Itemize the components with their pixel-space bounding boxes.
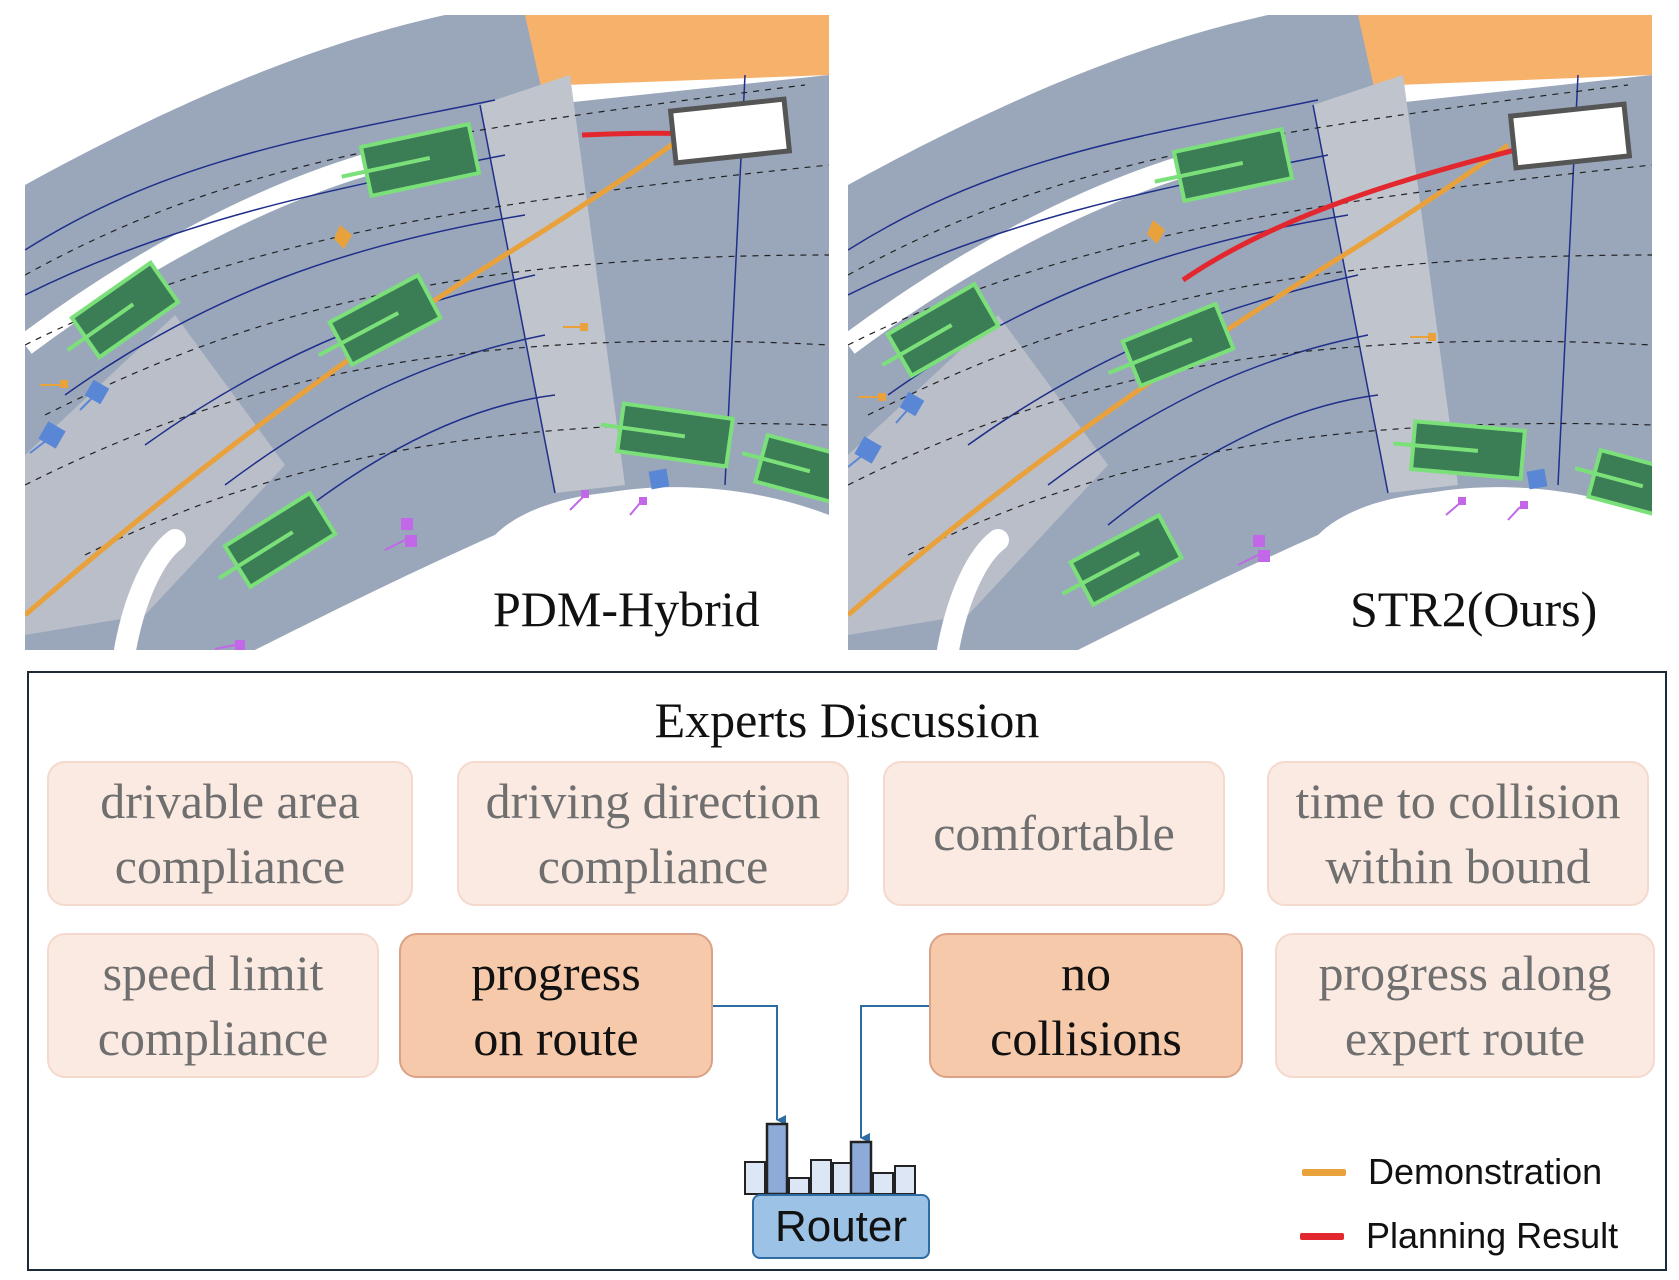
- expert-no-collisions: no collisions: [929, 933, 1243, 1078]
- crosswalk-area: [1313, 75, 1458, 493]
- scene-panel-str2: STR2(Ours): [848, 15, 1652, 650]
- expert-comfortable: comfortable: [883, 761, 1225, 906]
- offroad-area: [525, 15, 829, 115]
- legend-planning-result-swatch: [1300, 1232, 1344, 1240]
- router-box: Router: [752, 1194, 930, 1259]
- pedestrians-and-objects: [848, 220, 1548, 566]
- planning-result-path: [1181, 134, 1569, 283]
- experts-discussion-box: Experts Discussion drivable area complia…: [27, 671, 1667, 1271]
- legend-demonstration-label: Demonstration: [1368, 1151, 1603, 1192]
- arrow-collisions-to-router: [860, 1005, 929, 1143]
- legend-planning-result-label: Planning Result: [1366, 1215, 1619, 1256]
- expert-driving-direction-compliance: driving direction compliance: [457, 761, 849, 906]
- pedestrians-and-objects: [29, 225, 670, 650]
- offroad-area: [1358, 15, 1652, 115]
- expert-progress-along-expert-route: progress along expert route: [1275, 933, 1655, 1078]
- scene-panel-pdm-hybrid: PDM-Hybrid: [25, 15, 829, 650]
- arrow-progress-to-router: [713, 1005, 786, 1125]
- expert-speed-limit-compliance: speed limit compliance: [47, 933, 379, 1078]
- expert-progress-on-route: progress on route: [399, 933, 713, 1078]
- scene-map: [25, 15, 829, 650]
- discussion-title: Experts Discussion: [654, 692, 1040, 748]
- demonstration-path: [848, 142, 1510, 617]
- legend-planning-result: Planning Result: [1300, 1215, 1618, 1257]
- router-connectors: [713, 1005, 929, 1196]
- legend-demonstration: Demonstration: [1302, 1151, 1602, 1193]
- router-histogram-icon: [744, 1122, 916, 1196]
- vehicles: [66, 121, 829, 590]
- expert-time-to-collision-within-bound: time to collision within bound: [1267, 761, 1649, 906]
- vehicles: [881, 126, 1652, 608]
- panel-label: PDM-Hybrid: [493, 581, 760, 637]
- ego-vehicle: [1507, 101, 1633, 171]
- legend-demonstration-swatch: [1302, 1168, 1346, 1176]
- scene-map: [848, 15, 1652, 650]
- crosswalk-area: [480, 75, 625, 493]
- ego-vehicle: [667, 96, 793, 166]
- expert-drivable-area-compliance: drivable area compliance: [47, 761, 413, 906]
- panel-label: STR2(Ours): [1350, 581, 1598, 637]
